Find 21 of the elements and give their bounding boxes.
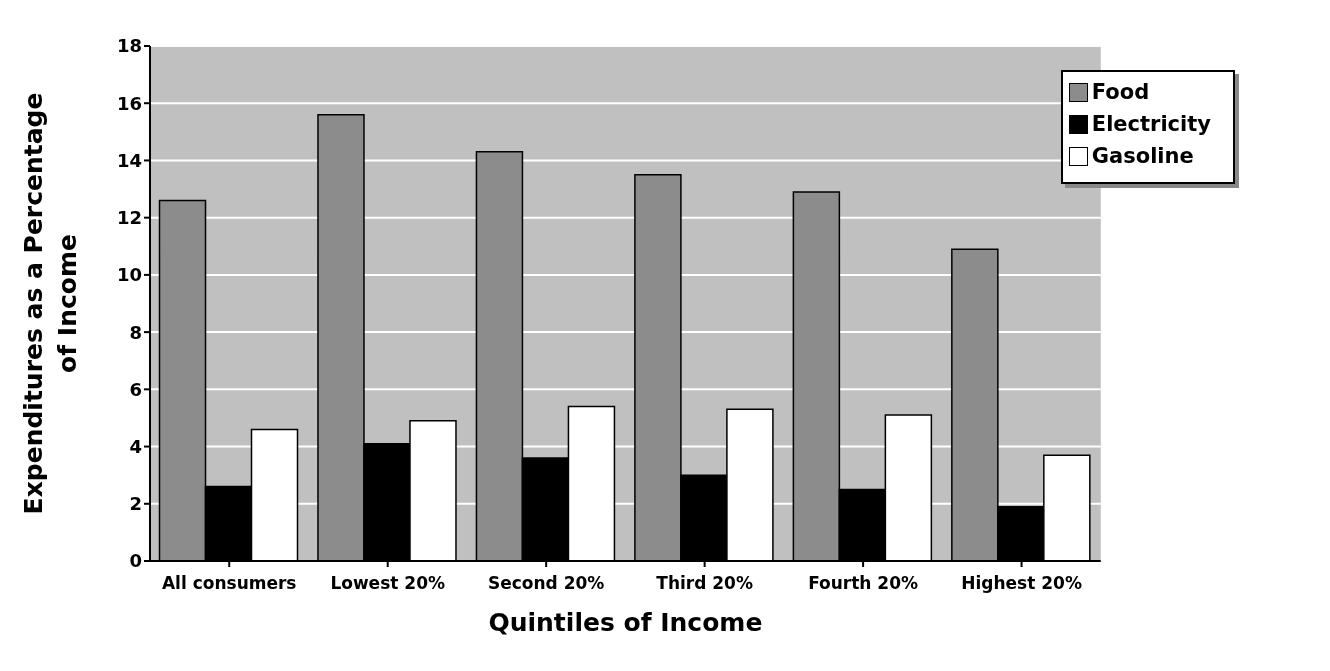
y-tick-label: 4 xyxy=(129,435,142,457)
x-tick-label: Highest 20% xyxy=(961,573,1082,594)
y-tick-label: 8 xyxy=(129,321,142,343)
y-axis-title: Expenditures as a Percentage of Income xyxy=(19,92,82,515)
x-axis-title: Quintiles of Income xyxy=(488,608,763,637)
x-tick-label: Third 20% xyxy=(656,573,753,594)
x-tick-label: All consumers xyxy=(161,573,297,594)
y-tick-label: 10 xyxy=(116,264,142,286)
y-tick-label: 12 xyxy=(116,207,142,229)
y-tick-label: 0 xyxy=(129,550,142,572)
legend-label: Gasoline xyxy=(1091,144,1194,168)
x-tick-label: Fourth 20% xyxy=(808,573,919,594)
y-tick-label: 14 xyxy=(116,149,142,171)
x-tick-label: Second 20% xyxy=(487,573,605,594)
y-tick-label: 18 xyxy=(116,35,142,57)
x-tick-label: Lowest 20% xyxy=(330,573,445,594)
y-tick-label: 16 xyxy=(116,92,142,114)
legend-label: Food xyxy=(1091,80,1150,104)
y-tick-label: 2 xyxy=(129,493,142,515)
legend-label: Electricity xyxy=(1091,112,1211,136)
y-tick-label: 6 xyxy=(129,378,142,400)
